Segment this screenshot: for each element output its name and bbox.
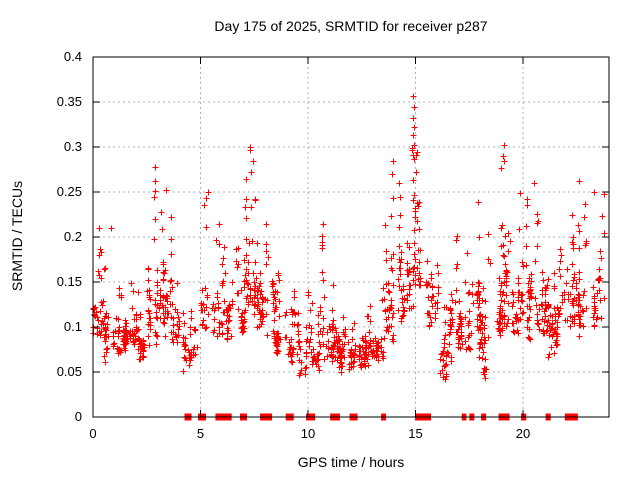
y-tick-label: 0.15 (56, 274, 82, 289)
y-tick-label: 0.35 (56, 94, 82, 109)
x-tick-label: 15 (408, 426, 423, 441)
x-tick-label: 10 (300, 426, 316, 441)
x-axis-label: GPS time / hours (297, 454, 405, 470)
y-tick-label: 0 (74, 409, 82, 424)
x-tick-label: 20 (515, 426, 531, 441)
y-tick-label: 0.1 (63, 319, 82, 334)
y-tick-label: 0.05 (56, 364, 82, 379)
y-tick-label: 0.4 (63, 49, 82, 64)
y-tick-label: 0.3 (63, 139, 82, 154)
y-tick-label: 0.25 (56, 184, 82, 199)
chart-title: Day 175 of 2025, SRMTID for receiver p28… (214, 18, 488, 34)
scatter-points (90, 93, 608, 383)
y-tick-label: 0.2 (63, 229, 82, 244)
x-tick-label: 5 (196, 426, 205, 441)
x-tick-label: 0 (89, 426, 97, 441)
